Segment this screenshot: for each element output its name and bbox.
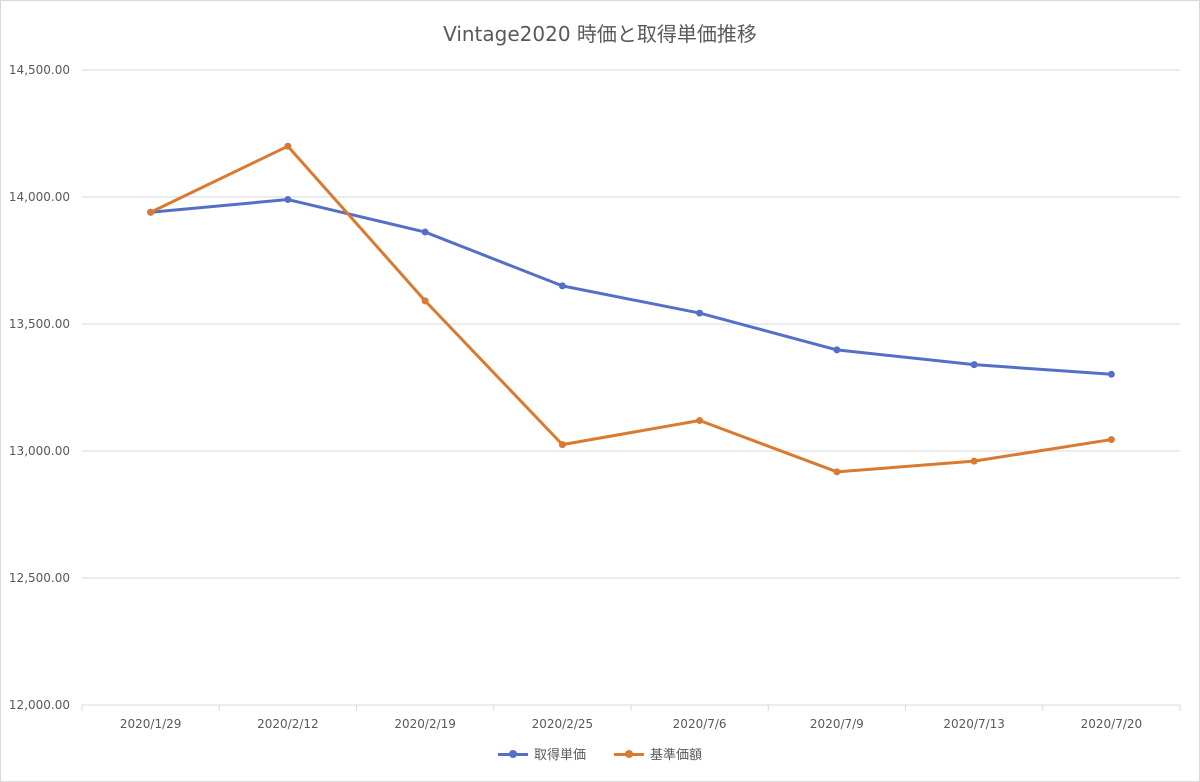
series-line-0 bbox=[149, 198, 1113, 376]
x-tick-label: 2020/2/19 bbox=[394, 717, 456, 731]
series-0-point bbox=[558, 282, 566, 290]
x-tick-label: 2020/7/20 bbox=[1081, 717, 1143, 731]
series-1-point bbox=[970, 457, 978, 465]
y-tick-label: 14,000.00 bbox=[9, 190, 70, 204]
y-tick-label: 14,500.00 bbox=[9, 63, 70, 77]
series-1-point bbox=[833, 468, 841, 476]
series-0-point bbox=[970, 361, 978, 369]
legend-item-acquisition-price: 取得単価 bbox=[497, 744, 586, 763]
x-tick-label: 2020/7/13 bbox=[943, 717, 1005, 731]
x-tick-label: 2020/7/9 bbox=[810, 717, 864, 731]
series-0-point bbox=[833, 346, 841, 354]
series-0-point bbox=[421, 228, 429, 236]
y-tick-label: 13,500.00 bbox=[9, 317, 70, 331]
x-tick-label: 2020/2/12 bbox=[257, 717, 319, 731]
chart-title: Vintage2020 時価と取得単価推移 bbox=[443, 22, 757, 46]
series-1-point bbox=[1107, 436, 1115, 444]
y-tick-label: 13,000.00 bbox=[9, 444, 70, 458]
legend-label-nav: 基準価額 bbox=[650, 748, 703, 763]
legend-item-nav: 基準価額 bbox=[614, 744, 702, 763]
series-0-point bbox=[284, 196, 292, 204]
series-line-1 bbox=[149, 144, 1113, 474]
y-tick-label: 12,500.00 bbox=[9, 571, 70, 585]
x-tick-label: 2020/7/6 bbox=[673, 717, 727, 731]
legend-swatch-nav bbox=[614, 749, 644, 759]
series-0-point bbox=[696, 309, 704, 317]
series-1-point bbox=[147, 208, 155, 216]
series-1-point bbox=[696, 417, 704, 425]
series-1-point bbox=[421, 297, 429, 305]
legend-swatch-acquisition-price bbox=[497, 749, 528, 759]
series-1-point bbox=[284, 142, 292, 150]
x-tick-label: 2020/1/29 bbox=[120, 717, 182, 731]
y-tick-label: 12,000.00 bbox=[9, 698, 70, 712]
series-1-point bbox=[558, 441, 566, 449]
x-tick-label: 2020/2/25 bbox=[532, 717, 594, 731]
legend: 取得単価 基準価額 bbox=[0, 744, 1200, 763]
legend-label-acquisition-price: 取得単価 bbox=[533, 748, 586, 763]
series-0-point bbox=[1107, 370, 1115, 378]
